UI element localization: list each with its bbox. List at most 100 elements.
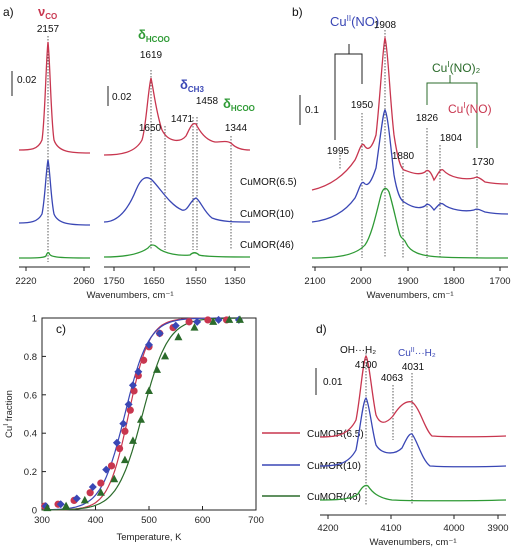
panel-b-peak-1880: 1880 xyxy=(392,151,415,162)
panel-d: d) 4200 4100 4000 3900 Wavenumbers, cm⁻¹… xyxy=(315,322,509,548)
point-cumor-10 xyxy=(214,315,223,324)
fit-curve-cumor-46 xyxy=(42,317,239,511)
point-cumor-6-5 xyxy=(107,462,116,470)
panel-a-curve-left-cumor46 xyxy=(18,251,91,259)
panel-b-bracket-cu2 xyxy=(334,53,363,140)
panel-c-xtick-400: 400 xyxy=(88,515,104,526)
panel-a-scale-label-left: 0.02 xyxy=(17,75,37,86)
point-cumor-6-5 xyxy=(204,316,212,324)
panel-b-tick-2100: 2100 xyxy=(304,276,325,287)
panel-d-oh-h2-label: OH···H₂ xyxy=(340,345,376,356)
panel-d-curve-cumor10 xyxy=(319,397,507,468)
panel-d-curve-cumor6-5 xyxy=(319,354,507,438)
panel-d-peak-4031: 4031 xyxy=(402,362,425,373)
panel-c-fit-curves xyxy=(41,317,239,511)
panel-a-peak-1344: 1344 xyxy=(225,123,248,134)
panel-a-curve-left-cumor10 xyxy=(18,159,91,226)
panel-a-peak-1650: 1650 xyxy=(139,123,162,134)
panel-b-scale-label: 0.1 xyxy=(305,105,319,116)
panel-c-ytick-0.6: 0.6 xyxy=(24,390,37,401)
panel-b-curve-cumor46 xyxy=(311,187,509,259)
point-cumor-46 xyxy=(136,415,145,423)
panel-a-curve-right-cumor46 xyxy=(103,244,251,258)
point-cumor-10 xyxy=(193,317,202,326)
panel-b-tick-2000: 2000 xyxy=(350,276,371,287)
panel-b-peak-1826: 1826 xyxy=(416,113,439,124)
panel-b-peak-1908: 1908 xyxy=(374,20,397,31)
panel-a: a) 2220 2060 1750 1650 1550 1350 Wavenum… xyxy=(3,4,297,301)
point-cumor-10 xyxy=(145,340,153,349)
panel-c-ytick-0: 0 xyxy=(32,506,37,517)
panel-d-label: d) xyxy=(316,322,327,336)
panel-b-cu1-no-label: CuI(NO) xyxy=(448,101,492,116)
panel-a-label-cumor6-5: CuMOR(6.5) xyxy=(240,177,297,188)
point-cumor-10 xyxy=(134,367,143,376)
point-cumor-46 xyxy=(145,386,153,394)
panel-d-cu2-h2-label: CuII···H₂ xyxy=(398,347,436,359)
panel-d-peak-4100: 4100 xyxy=(355,360,378,371)
panel-b-label: b) xyxy=(292,5,303,19)
panel-a-peak-1471: 1471 xyxy=(171,114,194,125)
point-cumor-10 xyxy=(155,329,164,338)
panel-c-ytick-0.4: 0.4 xyxy=(24,429,37,440)
panel-b-cu1-no2-label: CuI(NO)₂ xyxy=(432,60,481,75)
panel-a-curve-right-cumor10 xyxy=(103,177,251,223)
panel-b-xlabel: Wavenumbers, cm⁻¹ xyxy=(366,290,453,301)
panel-a-xlabel: Wavenumbers, cm⁻¹ xyxy=(86,290,173,301)
point-cumor-6-5 xyxy=(126,406,134,414)
point-cumor-6-5 xyxy=(86,489,94,497)
panel-b-bracket-cu1-no2 xyxy=(426,82,478,148)
point-cumor-10 xyxy=(124,400,133,409)
point-cumor-10 xyxy=(102,465,111,474)
panel-c-ylabel: CuI fraction xyxy=(3,390,15,438)
panel-c-xlabel: Temperature, K xyxy=(117,532,183,543)
panel-c-label: c) xyxy=(56,322,66,336)
panel-c-xtick-300: 300 xyxy=(34,515,50,526)
panel-a-dch3-label: δCH3 xyxy=(180,77,204,94)
point-cumor-6-5 xyxy=(140,356,148,364)
point-cumor-46 xyxy=(209,317,218,325)
panel-a-dhcoo-label-1: δHCOO xyxy=(138,27,170,44)
point-cumor-46 xyxy=(161,351,170,360)
point-cumor-10 xyxy=(112,438,121,447)
point-cumor-6-5 xyxy=(97,479,105,487)
point-cumor-6-5 xyxy=(115,444,124,453)
panel-d-xlabel: Wavenumbers, cm⁻¹ xyxy=(369,537,456,548)
panel-d-curve-cumor46 xyxy=(319,484,507,502)
panel-b-peak-1995: 1995 xyxy=(327,146,350,157)
point-cumor-46 xyxy=(120,455,129,464)
point-cumor-46 xyxy=(225,315,234,323)
panel-c-ytick-0.8: 0.8 xyxy=(24,352,37,363)
panel-c-xtick-500: 500 xyxy=(141,515,157,526)
fit-curve-cumor-10 xyxy=(42,317,239,511)
point-cumor-46 xyxy=(110,474,119,483)
panel-a-label-cumor10: CuMOR(10) xyxy=(240,209,294,220)
panel-b-tick-1900: 1900 xyxy=(397,276,418,287)
panel-a-tick-1650: 1650 xyxy=(143,276,164,287)
panel-b: b) 2100 2000 1900 1800 1700 Wavenumbers,… xyxy=(292,5,511,301)
legend-label-cumor10: CuMOR(10) xyxy=(307,461,361,472)
panel-a-dhcoo-label-2: δHCOO xyxy=(223,96,255,113)
point-cumor-10 xyxy=(56,500,65,509)
panel-a-scale-label-right: 0.02 xyxy=(112,92,132,103)
point-cumor-46 xyxy=(128,436,137,444)
point-cumor-10 xyxy=(128,381,137,390)
panel-c-ticks: 300 400 500 600 700 0 0.2 0.4 0.6 0.8 1 xyxy=(24,314,264,527)
panel-c-xtick-600: 600 xyxy=(195,515,211,526)
panel-a-peak-1619: 1619 xyxy=(140,50,163,61)
panel-a-tick-2220: 2220 xyxy=(15,276,36,287)
panel-d-tick-3900: 3900 xyxy=(487,523,508,534)
point-cumor-46 xyxy=(153,365,162,373)
panel-a-label-cumor46: CuMOR(46) xyxy=(240,240,294,251)
point-cumor-46 xyxy=(62,501,71,510)
panel-b-tick-1700: 1700 xyxy=(489,276,510,287)
panel-c: c) 300 400 500 600 700 0 0.2 0.4 0.6 0.8 1 Tempera… xyxy=(3,314,364,544)
panel-b-tick-1800: 1800 xyxy=(443,276,464,287)
point-cumor-6-5 xyxy=(130,387,138,395)
panel-a-peak-2157: 2157 xyxy=(37,24,60,35)
panel-b-peak-1804: 1804 xyxy=(440,133,463,144)
point-cumor-46 xyxy=(96,488,105,496)
panel-a-curve-right-cumor6-5 xyxy=(103,77,251,156)
panel-a-curve-left-cumor6-5 xyxy=(18,41,91,154)
